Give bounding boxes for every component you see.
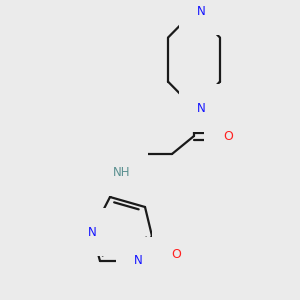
Text: N: N bbox=[134, 254, 142, 268]
Text: N: N bbox=[88, 226, 96, 238]
Text: N: N bbox=[196, 101, 206, 115]
Text: O: O bbox=[171, 248, 181, 260]
Text: NH: NH bbox=[113, 166, 131, 178]
Text: O: O bbox=[223, 130, 233, 142]
Text: N: N bbox=[196, 5, 206, 18]
